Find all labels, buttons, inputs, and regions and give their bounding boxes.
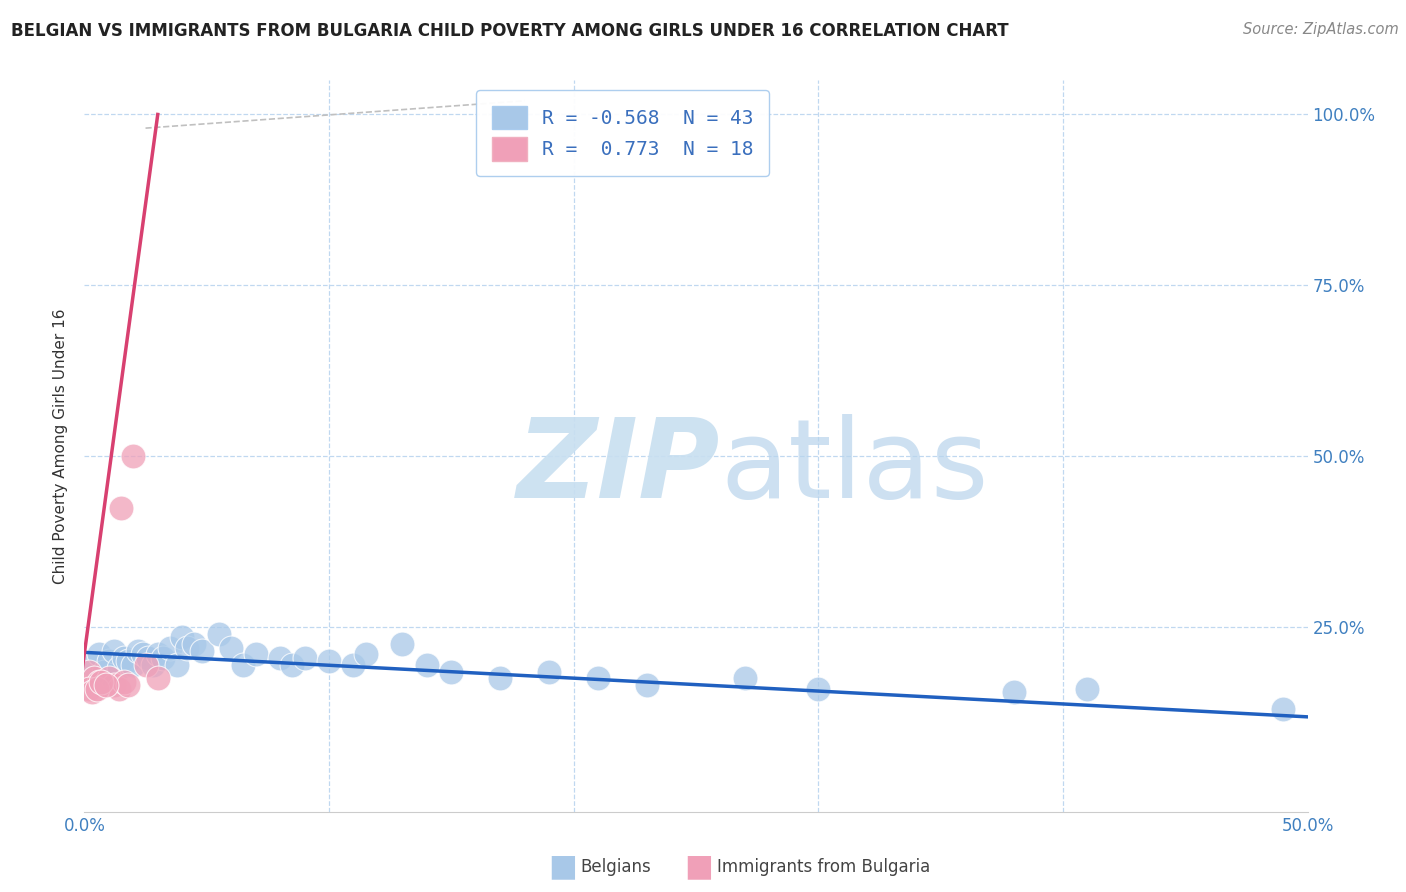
- Text: BELGIAN VS IMMIGRANTS FROM BULGARIA CHILD POVERTY AMONG GIRLS UNDER 16 CORRELATI: BELGIAN VS IMMIGRANTS FROM BULGARIA CHIL…: [11, 22, 1010, 40]
- Text: ZIP: ZIP: [517, 415, 720, 522]
- Point: [440, 665, 463, 679]
- Point: [107, 681, 129, 696]
- Point: [1002, 685, 1025, 699]
- Point: [87, 674, 110, 689]
- Point: [172, 631, 194, 645]
- Point: [83, 672, 105, 686]
- Point: [142, 657, 165, 672]
- Text: ■: ■: [548, 853, 576, 881]
- Point: [136, 651, 159, 665]
- Legend: R = -0.568  N = 43, R =  0.773  N = 18: R = -0.568 N = 43, R = 0.773 N = 18: [477, 90, 769, 177]
- Point: [107, 661, 129, 675]
- Point: [183, 637, 205, 651]
- Point: [146, 648, 169, 662]
- Point: [191, 644, 214, 658]
- Point: [122, 449, 145, 463]
- Point: [122, 657, 145, 672]
- Point: [269, 651, 291, 665]
- Point: [1272, 702, 1295, 716]
- Point: [80, 685, 103, 699]
- Point: [112, 651, 135, 665]
- Point: [489, 672, 512, 686]
- Point: [166, 657, 188, 672]
- Point: [103, 644, 125, 658]
- Point: [127, 644, 149, 658]
- Point: [77, 681, 100, 696]
- Point: [281, 657, 304, 672]
- Point: [152, 651, 174, 665]
- Point: [159, 640, 181, 655]
- Point: [146, 672, 169, 686]
- Point: [208, 627, 231, 641]
- Point: [354, 648, 377, 662]
- Point: [93, 665, 115, 679]
- Point: [96, 678, 118, 692]
- Point: [97, 672, 120, 686]
- Point: [232, 657, 254, 672]
- Point: [93, 678, 115, 692]
- Point: [342, 657, 364, 672]
- Point: [636, 678, 658, 692]
- Point: [77, 665, 100, 679]
- Point: [117, 654, 139, 668]
- Point: [245, 648, 267, 662]
- Point: [110, 500, 132, 515]
- Text: Source: ZipAtlas.com: Source: ZipAtlas.com: [1243, 22, 1399, 37]
- Point: [219, 640, 242, 655]
- Text: atlas: atlas: [720, 415, 988, 522]
- Point: [586, 672, 609, 686]
- Point: [807, 681, 830, 696]
- Point: [416, 657, 439, 672]
- Point: [87, 648, 110, 662]
- Text: Immigrants from Bulgaria: Immigrants from Bulgaria: [717, 858, 931, 876]
- Text: ■: ■: [685, 853, 713, 881]
- Point: [176, 640, 198, 655]
- Point: [132, 648, 155, 662]
- Point: [117, 678, 139, 692]
- Y-axis label: Child Poverty Among Girls Under 16: Child Poverty Among Girls Under 16: [53, 309, 69, 583]
- Point: [1076, 681, 1098, 696]
- Point: [112, 674, 135, 689]
- Point: [538, 665, 561, 679]
- Point: [97, 654, 120, 668]
- Point: [135, 657, 157, 672]
- Point: [294, 651, 316, 665]
- Point: [734, 672, 756, 686]
- Point: [80, 657, 103, 672]
- Point: [86, 681, 108, 696]
- Text: Belgians: Belgians: [581, 858, 651, 876]
- Point: [391, 637, 413, 651]
- Point: [90, 674, 112, 689]
- Point: [103, 678, 125, 692]
- Point: [318, 654, 340, 668]
